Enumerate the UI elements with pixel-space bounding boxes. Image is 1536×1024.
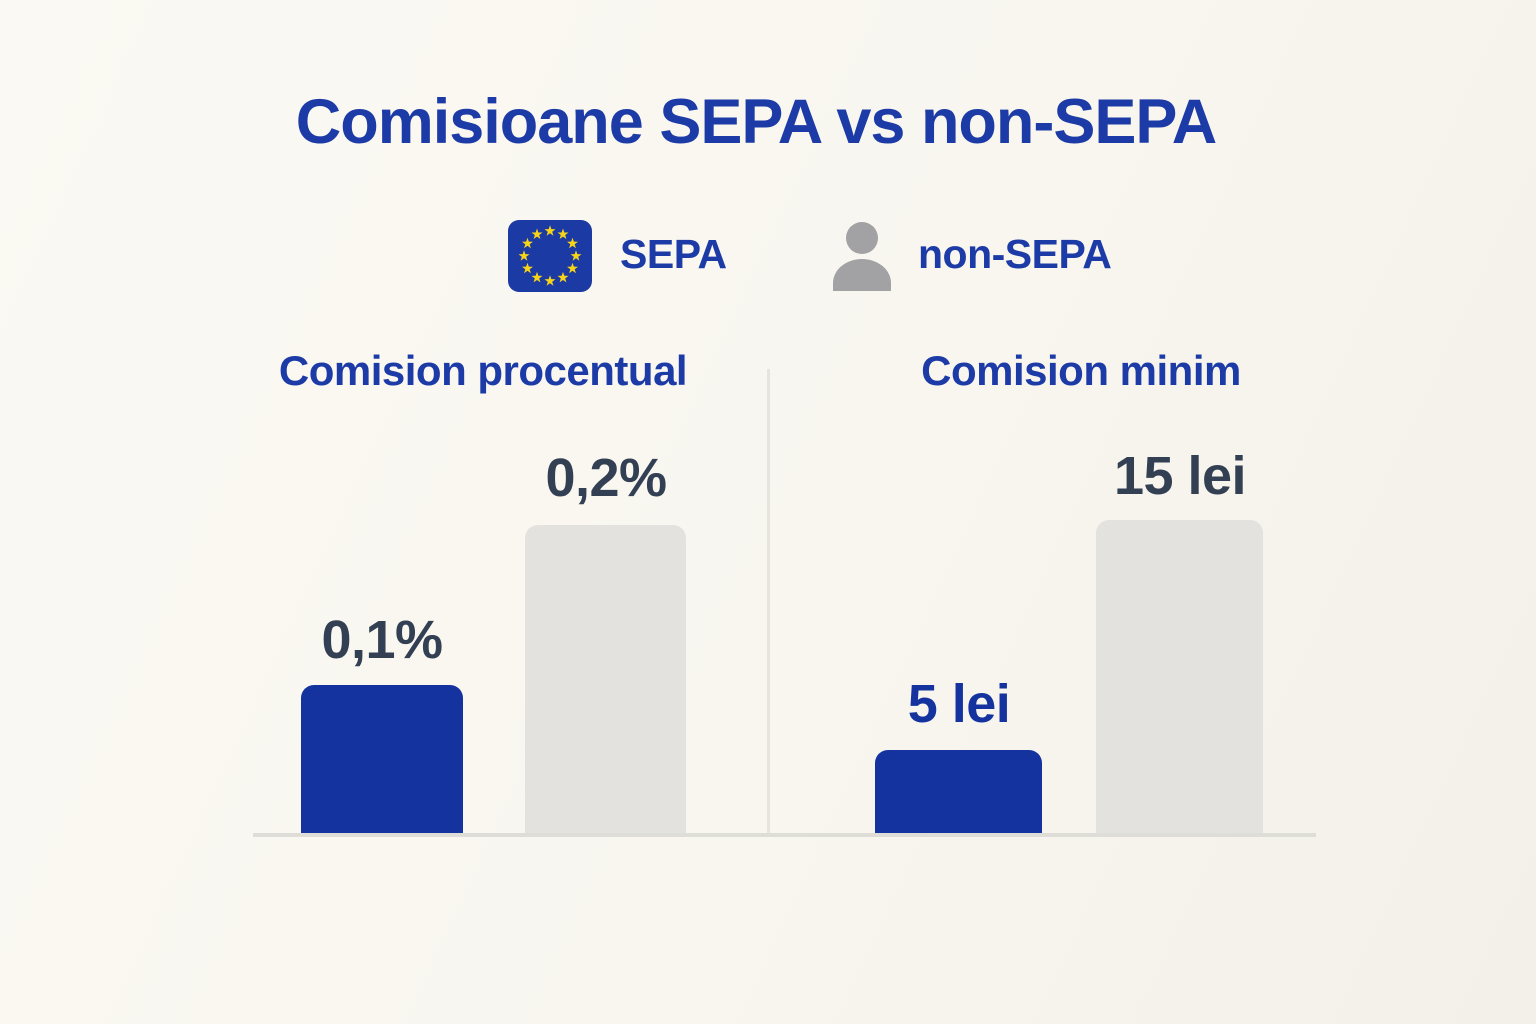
legend-label-non-sepa: non-SEPA — [918, 231, 1112, 277]
value-label-nonsepa-minim: 15 lei — [1113, 446, 1247, 506]
bar-sepa-procentual — [301, 685, 463, 833]
value-label-sepa-procentual: 0,1% — [321, 610, 443, 670]
chart-baseline — [253, 833, 1316, 837]
panel-title-comision-minim: Comision minim — [921, 347, 1241, 394]
panel-title-comision-procentual: Comision procentual — [278, 347, 688, 394]
bar-nonsepa-procentual — [525, 525, 686, 833]
eu-flag-icon — [508, 220, 592, 292]
chart-title: Comisioane SEPA vs non-SEPA — [295, 87, 1218, 157]
bar-sepa-minim — [875, 750, 1042, 833]
bar-nonsepa-minim — [1096, 520, 1263, 833]
value-label-sepa-minim: 5 lei — [907, 674, 1011, 734]
value-label-nonsepa-procentual: 0,2% — [545, 448, 667, 508]
panel-divider — [767, 369, 770, 833]
legend-label-sepa: SEPA — [620, 231, 727, 277]
person-icon — [833, 222, 891, 291]
